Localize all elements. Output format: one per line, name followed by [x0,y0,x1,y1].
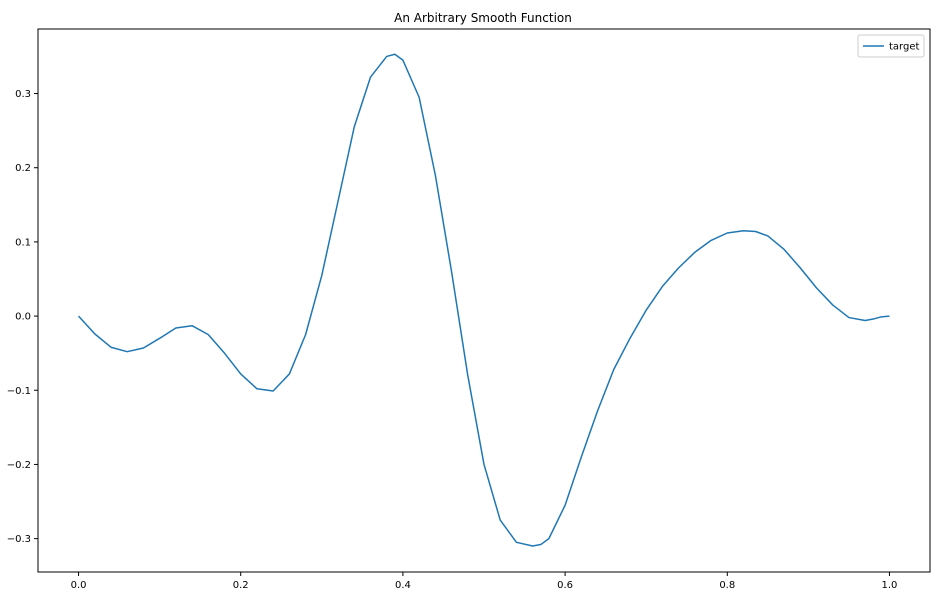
y-tick-label: 0.2 [15,163,31,174]
y-tick-label: 0.3 [15,89,31,100]
x-tick-label: 0.6 [557,580,573,591]
legend-label: target [889,42,919,53]
y-axis: −0.3 −0.2 −0.1 0.0 0.1 0.2 0.3 [7,89,38,545]
legend-box [857,34,925,58]
y-tick-label: 0.0 [15,312,31,323]
plot-frame [37,28,931,573]
series-layer [77,53,890,547]
x-tick-label: 0.4 [395,580,411,591]
legend: target [857,34,925,58]
x-axis: 0.0 0.2 0.4 0.6 0.8 1.0 [71,572,898,591]
y-tick-label: −0.2 [7,460,31,471]
chart-title: An Arbitrary Smooth Function [394,11,572,25]
y-tick-label: 0.1 [15,237,31,248]
x-tick-label: 0.2 [233,580,249,591]
y-tick-label: −0.1 [7,386,31,397]
x-tick-label: 0.8 [719,580,735,591]
x-tick-label: 1.0 [882,580,898,591]
series-line-target [77,53,890,547]
y-tick-label: −0.3 [7,534,31,545]
x-tick-label: 0.0 [71,580,87,591]
